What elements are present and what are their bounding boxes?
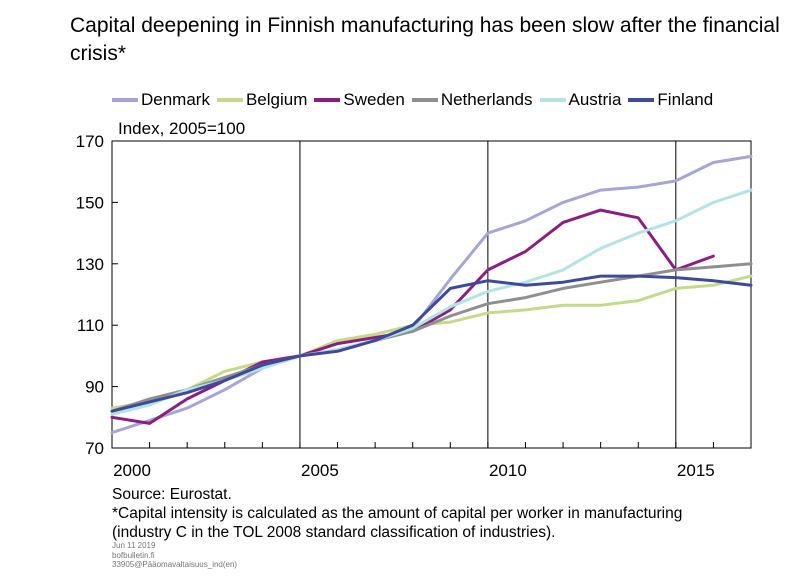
- y-tick-label-170: 170: [76, 132, 104, 151]
- legend-swatch-denmark: [112, 98, 138, 102]
- y-tick-label-150: 150: [76, 193, 104, 212]
- chart-title: Capital deepening in Finnish manufacturi…: [70, 14, 780, 65]
- meta-date: Jun 11 2019: [112, 541, 156, 550]
- chart-metadata: Jun 11 2019 bofbulletin.fi 33905@Pääomav…: [112, 541, 237, 570]
- chart-legend: Denmark Belgium Sweden Netherlands Austria Fi…: [112, 90, 720, 110]
- x-tick-label-2005: 2005: [301, 461, 339, 480]
- legend-label-sweden: Sweden: [343, 90, 405, 109]
- meta-site: bofbulletin.fi: [112, 550, 155, 560]
- series-line-sweden: [110, 208, 715, 425]
- legend-swatch-austria: [539, 98, 566, 102]
- y-tick-label-90: 90: [85, 378, 104, 397]
- legend-item-netherlands: Netherlands: [411, 90, 533, 110]
- series-line-denmark: [110, 154, 753, 435]
- legend-swatch-sweden: [314, 98, 341, 102]
- legend-item-denmark: Denmark: [112, 90, 210, 110]
- legend-item-sweden: Sweden: [314, 90, 405, 110]
- legend-label-austria: Austria: [568, 90, 622, 109]
- legend-item-finland: Finland: [628, 90, 713, 110]
- y-tick-label-70: 70: [85, 439, 104, 458]
- legend-item-belgium: Belgium: [216, 90, 308, 110]
- legend-label-denmark: Denmark: [141, 90, 210, 109]
- footnote-line-2: (industry C in the TOL 2008 standard cla…: [112, 524, 556, 541]
- legend-label-finland: Finland: [657, 90, 714, 109]
- x-tick-label-2010: 2010: [489, 461, 527, 480]
- legend-item-austria: Austria: [539, 90, 622, 110]
- legend-label-netherlands: Netherlands: [440, 90, 533, 109]
- chart-footer: Source: Eurostat. *Capital intensity is …: [112, 485, 682, 542]
- x-tick-label-2015: 2015: [677, 461, 715, 480]
- y-axis-unit-label: Index, 2005=100: [118, 119, 246, 138]
- series-line-finland: [110, 274, 753, 413]
- legend-swatch-belgium: [216, 98, 243, 102]
- y-tick-label-130: 130: [76, 255, 104, 274]
- y-tick-label-110: 110: [77, 316, 104, 335]
- legend-swatch-finland: [628, 98, 655, 102]
- legend-label-belgium: Belgium: [245, 90, 308, 109]
- source-note: Source: Eurostat.: [112, 486, 232, 503]
- x-tick-label-2000: 2000: [113, 461, 151, 480]
- legend-swatch-netherlands: [411, 98, 438, 102]
- meta-code: 33905@Pääomavaltaisuus_ind(en): [112, 560, 238, 569]
- footnote-line-1: *Capital intensity is calculated as the …: [112, 505, 683, 522]
- plot-area-frame: [111, 140, 752, 449]
